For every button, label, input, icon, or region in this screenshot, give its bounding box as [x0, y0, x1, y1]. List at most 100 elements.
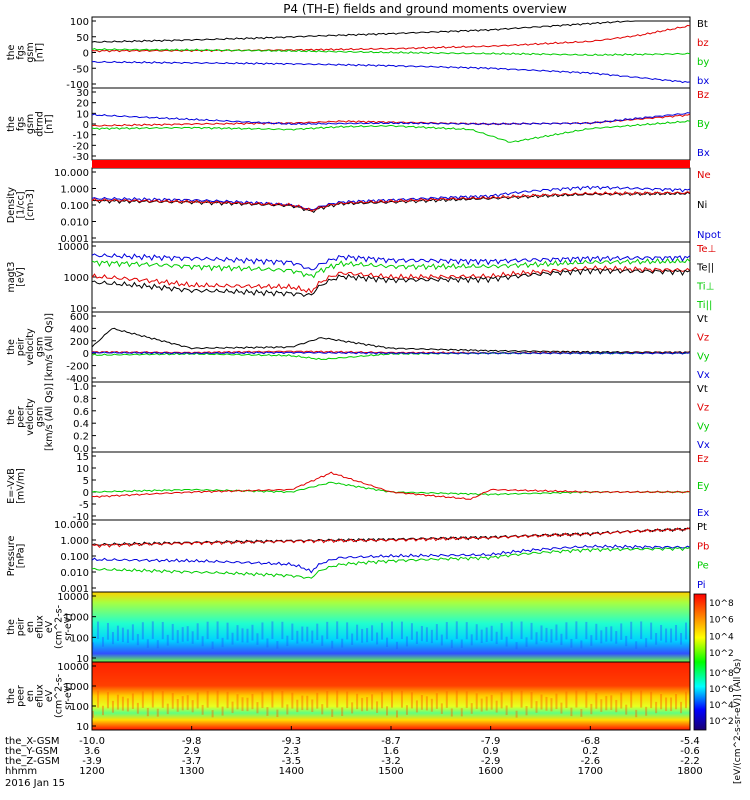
heatmap-texture	[435, 693, 438, 709]
colorbar-tick-label: 10^2	[709, 649, 734, 659]
heatmap-texture	[366, 628, 369, 643]
heatmap-texture	[361, 628, 364, 643]
heatmap-texture	[495, 631, 498, 645]
y-tick-label: 0	[83, 349, 89, 360]
heatmap-texture	[231, 701, 234, 714]
heatmap-texture	[615, 699, 618, 713]
heatmap-texture	[256, 633, 259, 645]
heatmap-texture	[141, 691, 144, 708]
heatmap-texture	[455, 621, 458, 639]
y-tick-label: 100	[70, 633, 89, 644]
heatmap-texture	[670, 697, 673, 712]
series-line-By	[91, 120, 691, 143]
heatmap-texture	[490, 625, 493, 642]
heatmap-texture	[540, 694, 543, 710]
heatmap-texture	[600, 699, 603, 712]
heatmap-texture	[610, 626, 613, 642]
heatmap-field	[92, 592, 690, 662]
y-tick-label: -200	[66, 362, 89, 373]
heatmap-texture	[435, 624, 438, 641]
heatmap-texture	[530, 622, 533, 640]
heatmap-texture	[211, 641, 214, 649]
series-line-bz	[91, 24, 691, 53]
heatmap-texture	[226, 622, 229, 640]
heatmap-texture	[296, 699, 299, 713]
x-row-value: 0.9	[483, 746, 499, 757]
x-row-value: -0.6	[680, 746, 700, 757]
heatmap-texture	[430, 698, 433, 712]
heatmap-texture	[665, 628, 668, 643]
figure-title: P4 (TH-E) fields and ground moments over…	[283, 2, 567, 16]
y-tick-label: 10.000	[54, 168, 89, 179]
heatmap-texture	[505, 705, 508, 716]
y-tick-label: 0.8	[73, 394, 89, 405]
x-row-value: 2.9	[184, 746, 200, 757]
heatmap-texture	[311, 699, 314, 713]
heatmap-texture	[316, 623, 319, 641]
x-row-value: -2.9	[481, 756, 501, 767]
heatmap-texture	[440, 634, 443, 646]
y-tick-label: 0	[83, 120, 89, 131]
y-tick-label: 0.010	[60, 218, 89, 229]
y-axis-label: gsm	[35, 337, 46, 357]
legend-label: Ti||	[696, 300, 712, 311]
heatmap-field	[92, 662, 690, 730]
heatmap-texture	[276, 640, 279, 649]
heatmap-texture	[445, 622, 448, 640]
y-tick-label: 0.100	[60, 552, 89, 563]
heatmap-texture	[206, 621, 209, 640]
series-line-Ti-	[91, 257, 691, 279]
legend-label: Te⊥	[696, 244, 716, 255]
heatmap-texture	[510, 690, 513, 708]
heatmap-texture	[480, 698, 483, 712]
panel-frame	[91, 87, 691, 161]
y-tick-label: 1.000	[60, 185, 89, 196]
y-axis-label: peer	[16, 406, 27, 428]
x-row-value: -7.9	[481, 736, 501, 747]
heatmap-texture	[555, 624, 558, 641]
heatmap-texture	[520, 690, 523, 708]
y-tick-label: 10000	[57, 592, 89, 603]
x-row-label: the_Z-GSM	[5, 756, 60, 767]
y-tick-label: -10	[73, 512, 89, 523]
heatmap-texture	[655, 633, 658, 645]
heatmap-texture	[405, 636, 408, 647]
series-line-Vx	[91, 351, 691, 355]
heatmap-texture	[171, 693, 174, 709]
heatmap-texture	[420, 625, 423, 642]
x-row-label: the_Y-GSM	[5, 746, 58, 757]
colorbar	[693, 593, 707, 731]
heatmap-texture	[465, 622, 468, 640]
y-axis-label: fgs	[16, 117, 27, 131]
y-axis-label: peer	[16, 685, 27, 707]
heatmap-texture	[321, 635, 324, 646]
y-tick-label: 10	[76, 464, 89, 475]
y-axis-label: [1/cc]	[16, 191, 27, 218]
y-axis-label: (cm^2-s-	[54, 674, 65, 718]
y-axis-label: peir	[16, 338, 27, 357]
y-tick-label: 10	[76, 722, 89, 733]
y-tick-label: 1000	[64, 273, 89, 284]
y-axis-label: the	[6, 339, 17, 355]
heatmap-texture	[565, 691, 568, 708]
series-line-Pb	[91, 527, 691, 549]
heatmap-texture	[545, 627, 548, 643]
heatmap-texture	[410, 692, 413, 709]
heatmap-texture	[271, 690, 274, 708]
series-line-Te-	[91, 265, 691, 294]
colorbar-tick-label: 10^2	[709, 717, 734, 727]
series-line-by	[91, 47, 691, 56]
heatmap-texture	[470, 703, 473, 714]
heatmap-texture	[261, 691, 264, 709]
y-tick-label: -100	[66, 80, 89, 91]
heatmap-texture	[331, 709, 334, 717]
panel-peer_en_eflux: 10000 1000 100 10 thepeerenefluxeV(cm^2-s-sr…	[6, 661, 734, 733]
heatmap-texture	[326, 691, 329, 708]
legend-label: Vt	[697, 314, 708, 325]
x-row-label: the_X-GSM	[5, 736, 59, 747]
legend-label: bx	[697, 76, 709, 87]
y-axis-label: [nPa]	[16, 544, 27, 569]
heatmap-texture	[301, 695, 304, 711]
legend-label: Pb	[697, 541, 709, 552]
